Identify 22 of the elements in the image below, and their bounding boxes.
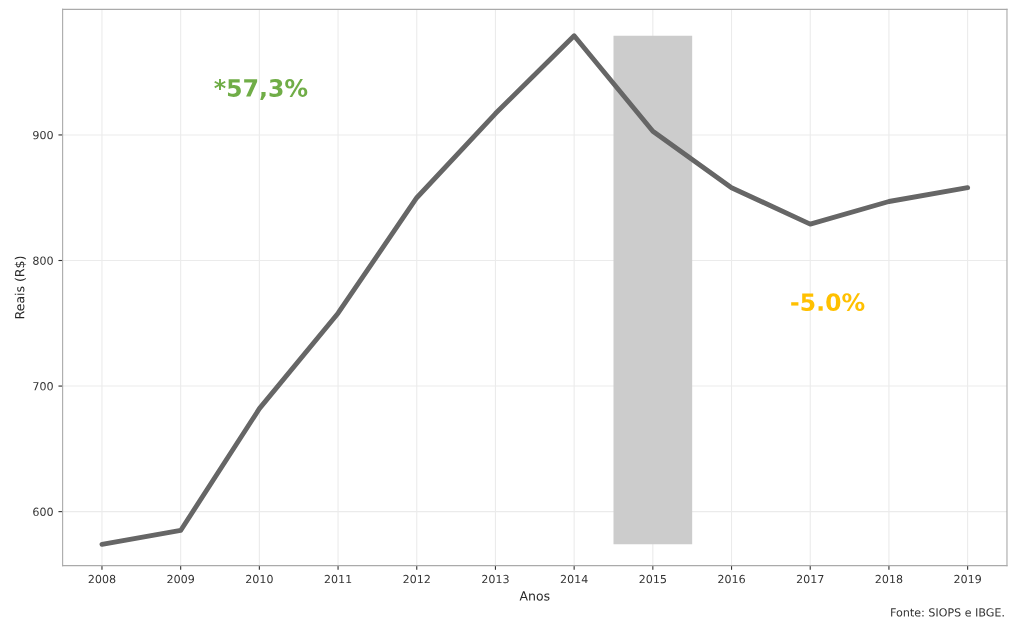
x-tick-label: 2011	[324, 574, 352, 584]
annotation: -5.0%	[791, 293, 865, 312]
source-note: Fonte: SIOPS e IBGE.	[891, 608, 1004, 617]
x-tick-label: 2016	[718, 574, 745, 584]
x-tick-label: 2018	[875, 574, 903, 584]
x-axis-title: Anos	[519, 591, 550, 601]
x-tick-label: 2009	[167, 574, 195, 584]
line-series	[99, 33, 971, 547]
x-tick-label: 2014	[560, 574, 588, 584]
x-tick-label: 2008	[88, 574, 116, 584]
y-tick-label: 800	[33, 256, 53, 265]
x-tick-label: 2017	[796, 574, 824, 584]
x-tick-label: 2015	[639, 574, 667, 584]
y-tick-label: 700	[33, 382, 53, 391]
x-tick-label: 2019	[954, 574, 981, 584]
y-tick-label: 900	[33, 130, 53, 140]
x-tick-label: 2012	[403, 574, 430, 584]
y-tick-label: 600	[33, 507, 53, 517]
y-axis-title: Reais (R$)	[14, 256, 27, 319]
annotation: *57,3%	[214, 79, 308, 100]
x-tick-label: 2013	[482, 574, 509, 584]
x-tick-label: 2010	[246, 574, 273, 584]
